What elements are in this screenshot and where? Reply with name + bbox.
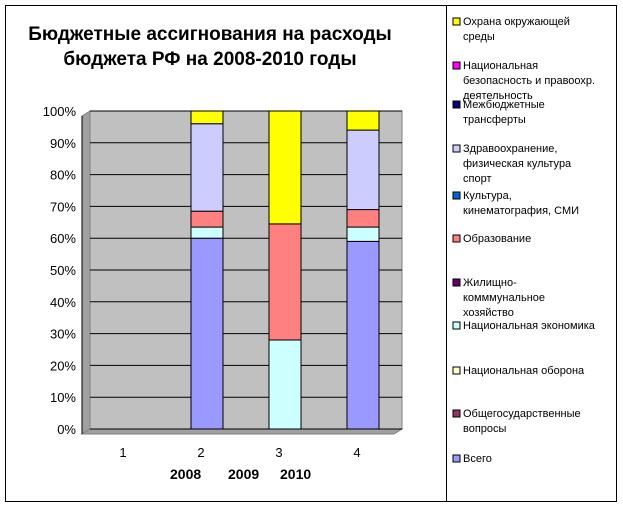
bar-segment — [190, 110, 224, 125]
legend-label: Всего — [463, 453, 492, 465]
bar-segment — [268, 110, 302, 225]
legend-label: хозяйство — [463, 307, 514, 319]
legend-swatch — [452, 17, 461, 26]
legend-label: трансферты — [463, 114, 526, 126]
y-tick-label: 20% — [50, 358, 76, 373]
bar-segment — [190, 123, 224, 212]
y-tick-label: 40% — [50, 295, 76, 310]
year-label-2008: 2008 — [170, 466, 202, 482]
y-tick-label: 90% — [50, 136, 76, 151]
legend-label: физическая культура — [463, 158, 572, 170]
y-tick-label: 50% — [50, 263, 76, 278]
legend-label: Образование — [463, 233, 531, 245]
chart-title-line-2: бюджета РФ на 2008-2010 годы — [63, 49, 357, 70]
y-tick-label: 30% — [50, 327, 76, 342]
legend-swatch — [452, 321, 461, 330]
year-label-2010: 2010 — [280, 466, 312, 482]
legend-swatch — [452, 144, 461, 153]
legend-label: деятельность — [463, 90, 533, 102]
legend-label: Жилищно- — [463, 277, 517, 289]
y-tick-label: 100% — [43, 104, 77, 119]
bar-segment — [346, 240, 380, 430]
legend-swatch — [452, 100, 461, 109]
x-tick-label: 4 — [353, 445, 360, 460]
y-tick-label: 60% — [50, 231, 76, 246]
y-tick-label: 10% — [50, 390, 76, 405]
chart-title-line-1: Бюджетные ассигнования на расходы — [28, 24, 392, 45]
legend — [446, 5, 617, 502]
legend-swatch — [452, 454, 461, 463]
legend-label: Культура, — [463, 190, 512, 202]
legend-label: Национальная оборона — [463, 365, 585, 377]
legend-swatch — [452, 234, 461, 243]
x-tick-label: 1 — [119, 445, 126, 460]
legend-label: среды — [463, 31, 495, 43]
bar-segment — [190, 210, 224, 228]
plot-floor — [80, 428, 404, 435]
legend-swatch — [452, 366, 461, 375]
bar-segment — [268, 223, 302, 341]
bar-segment — [190, 226, 224, 239]
legend-label: Здравоохранение, — [463, 143, 557, 155]
legend-swatch — [452, 191, 461, 200]
bar-segment — [346, 226, 380, 242]
legend-label: вопросы — [463, 423, 507, 435]
legend-label: Общегосударственные — [463, 408, 581, 420]
year-label-2009: 2009 — [228, 466, 260, 482]
legend-label: кинематография, СМИ — [463, 205, 579, 217]
bar-segment — [268, 339, 302, 430]
chart-title: Бюджетные ассигнования на расходы бюджет… — [10, 22, 410, 72]
legend-swatch — [452, 278, 461, 287]
legend-label: Охрана окружающей — [463, 16, 570, 28]
y-tick-label: 70% — [50, 199, 76, 214]
legend-swatch — [452, 61, 461, 70]
legend-label: Национальная — [463, 60, 538, 72]
bar-segment — [346, 129, 380, 211]
y-tick-label: 0% — [57, 422, 76, 437]
legend-label: комммунальное — [463, 292, 545, 304]
legend-swatch — [452, 409, 461, 418]
bar-segment — [190, 237, 224, 430]
bar-segment — [346, 209, 380, 228]
bar-segment — [346, 110, 380, 131]
legend-label: Межбюджетные — [463, 99, 545, 111]
y-tick-label: 80% — [50, 168, 76, 183]
plot-side-wall — [81, 110, 91, 435]
x-tick-label: 3 — [275, 445, 282, 460]
legend-label: Национальная экономика — [463, 320, 596, 332]
legend-label: безопасность и правоохр. — [463, 75, 595, 87]
x-tick-label: 2 — [197, 445, 204, 460]
legend-label: спорт — [463, 173, 492, 185]
